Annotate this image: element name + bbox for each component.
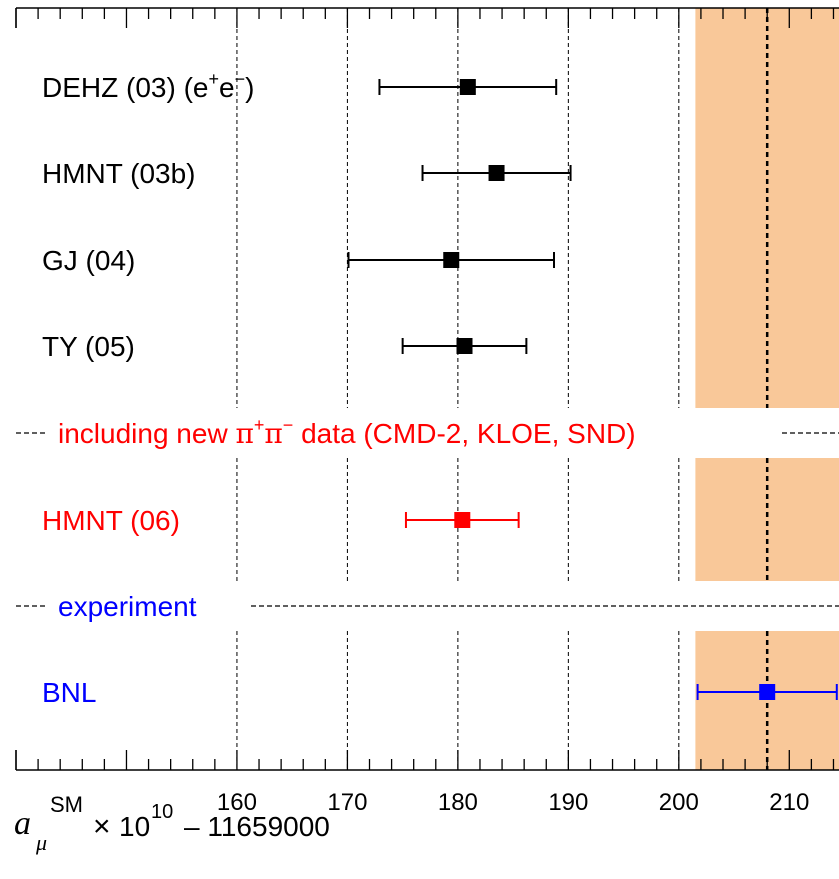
grid-layer bbox=[236, 8, 680, 770]
series-row: BNL bbox=[42, 677, 838, 708]
x-tick-label: 170 bbox=[327, 789, 367, 816]
series-label-text: BNL bbox=[42, 677, 96, 708]
series-label: DEHZ (03) (e+e−) bbox=[42, 69, 254, 103]
data-point bbox=[488, 165, 505, 181]
x-axis-title: a bbox=[14, 805, 31, 842]
x-tick-label: 210 bbox=[769, 789, 809, 816]
superscript-minus: − bbox=[283, 415, 294, 435]
data-point bbox=[456, 338, 473, 354]
pi-symbol: π bbox=[264, 417, 282, 450]
series-row: HMNT (06) bbox=[42, 505, 520, 536]
superscript-minus: − bbox=[235, 69, 246, 89]
data-point bbox=[454, 512, 471, 528]
series-label: GJ (04) bbox=[42, 245, 135, 276]
x-tick-label: 190 bbox=[548, 789, 588, 816]
series-label-text: GJ (04) bbox=[42, 245, 135, 276]
series-layer: DEHZ (03) (e+e−)HMNT (03b)GJ (04)TY (05)… bbox=[42, 69, 838, 708]
series-label: HMNT (03b) bbox=[42, 158, 196, 189]
x-axis-title-subscript: μ bbox=[35, 830, 47, 855]
superscript-plus: + bbox=[254, 415, 265, 435]
section-title-pre: including new bbox=[58, 418, 235, 449]
ticks-layer bbox=[15, 7, 839, 771]
x-axis-title-times: × bbox=[93, 810, 111, 843]
series-label-text: DEHZ (03) bbox=[42, 72, 176, 103]
series-row: TY (05) bbox=[42, 331, 528, 362]
series-label-suffix: e bbox=[219, 72, 235, 103]
series-label: HMNT (06) bbox=[42, 505, 180, 536]
x-axis-title-symbol: a bbox=[14, 805, 31, 842]
section-title-experiment: experiment bbox=[58, 591, 197, 622]
series-label-text: TY (05) bbox=[42, 331, 135, 362]
pi-symbol: π bbox=[235, 417, 253, 450]
x-axis-title-rest: – 11659000 bbox=[184, 811, 330, 842]
section-title-post: data (CMD-2, KLOE, SND) bbox=[293, 418, 635, 449]
series-row: HMNT (03b) bbox=[42, 158, 572, 189]
band-segment bbox=[695, 631, 839, 770]
tick-labels-layer: 160 170 180 190 200 210 bbox=[217, 789, 809, 816]
x-axis-title-exponent: 10 bbox=[151, 801, 173, 823]
x-tick-label: 200 bbox=[659, 789, 699, 816]
data-point bbox=[443, 252, 460, 268]
series-label: BNL bbox=[42, 677, 96, 708]
x-tick-label: 180 bbox=[438, 789, 478, 816]
data-point bbox=[459, 79, 476, 95]
series-label: TY (05) bbox=[42, 331, 135, 362]
x-tick-label: 160 bbox=[217, 789, 257, 816]
series-row: DEHZ (03) (e+e−) bbox=[42, 69, 558, 103]
data-point bbox=[759, 684, 776, 700]
superscript-plus: + bbox=[208, 69, 219, 89]
series-label-text: HMNT (06) bbox=[42, 505, 180, 536]
band-layer bbox=[695, 8, 839, 770]
x-axis-title-superscript: SM bbox=[50, 792, 83, 817]
sections-layer: including new π+π− data (CMD-2, KLOE, SN… bbox=[16, 415, 839, 622]
series-label-text: HMNT (03b) bbox=[42, 158, 196, 189]
series-row: GJ (04) bbox=[42, 245, 555, 276]
x-axis-title-base: 10 bbox=[119, 811, 150, 842]
series-label-suffix: ) bbox=[245, 72, 254, 103]
section-title-new-data: including new π+π− data (CMD-2, KLOE, SN… bbox=[58, 415, 636, 450]
series-label-suffix: (e bbox=[176, 72, 209, 103]
